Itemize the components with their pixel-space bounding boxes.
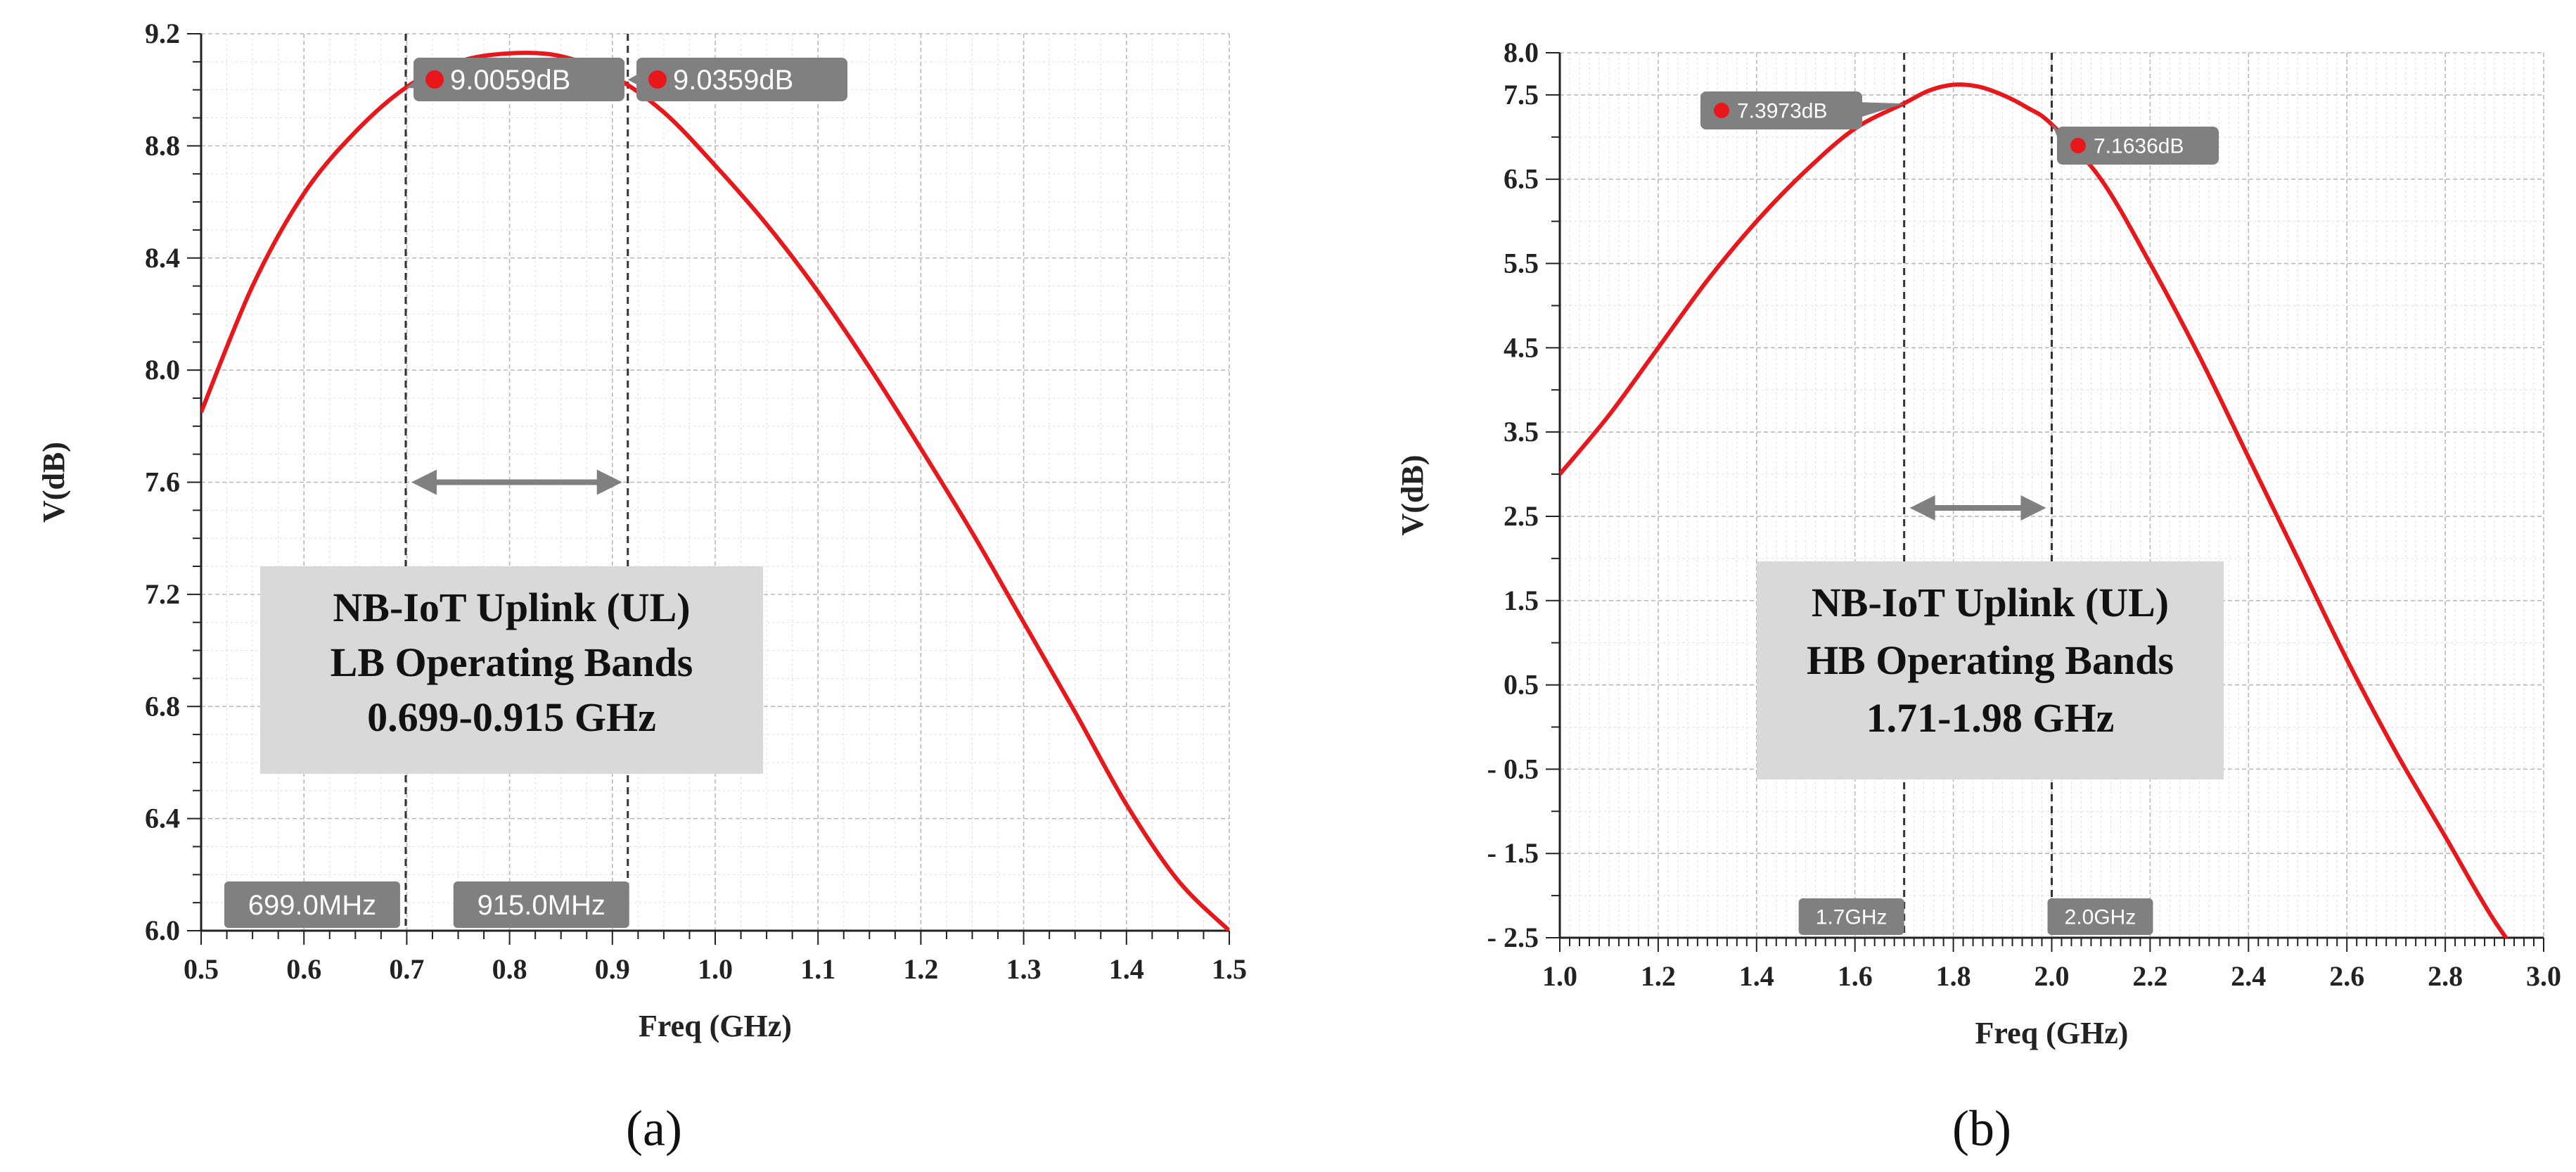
y-tick-label: - 2.5 bbox=[1487, 922, 1539, 953]
annotation-box-line: NB-IoT Uplink (UL) bbox=[333, 585, 690, 630]
x-tick-label: 1.0 bbox=[1542, 960, 1577, 992]
caption-a: (a) bbox=[626, 1100, 682, 1157]
x-tick-label: 2.8 bbox=[2428, 960, 2463, 992]
annotation-box-line: HB Operating Bands bbox=[1807, 637, 2174, 683]
marker-value: 9.0359dB bbox=[673, 65, 793, 96]
caption-b: (b) bbox=[1952, 1100, 2011, 1157]
y-tick-label: - 1.5 bbox=[1487, 837, 1539, 869]
band-edge-label: 2.0GHz bbox=[2065, 906, 2136, 929]
y-tick-label: 6.5 bbox=[1504, 163, 1539, 195]
x-tick-label: 1.8 bbox=[1936, 960, 1971, 992]
marker-value: 7.3973dB bbox=[1737, 100, 1827, 123]
y-tick-label: 4.5 bbox=[1504, 331, 1539, 363]
annotation-box-line: 1.71-1.98 GHz bbox=[1866, 695, 2115, 741]
marker-dot bbox=[648, 70, 667, 89]
x-tick-label: 0.6 bbox=[286, 953, 321, 985]
band-edge-label: 1.7GHz bbox=[1816, 906, 1888, 929]
annotation-box-line: NB-IoT Uplink (UL) bbox=[1812, 580, 2169, 625]
x-tick-label: 2.0 bbox=[2034, 960, 2070, 992]
gain-curve bbox=[201, 51, 1229, 931]
y-tick-label: 7.2 bbox=[145, 578, 180, 610]
x-tick-label: 2.2 bbox=[2132, 960, 2167, 992]
marker-badge bbox=[1700, 91, 1862, 129]
y-tick-label: 2.5 bbox=[1504, 500, 1539, 532]
band-edge-label-bg bbox=[224, 881, 400, 928]
band-edge-label-bg bbox=[453, 881, 629, 928]
y-tick-label: 8.0 bbox=[145, 354, 180, 386]
x-tick-label: 1.4 bbox=[1739, 960, 1774, 992]
marker-dot bbox=[2070, 138, 2086, 153]
y-tick-label: 8.8 bbox=[145, 129, 180, 161]
x-tick-label: 0.9 bbox=[595, 953, 630, 985]
marker-badge bbox=[2057, 127, 2219, 165]
arrow-head-right bbox=[596, 469, 622, 495]
x-tick-label: 1.0 bbox=[698, 953, 733, 985]
y-tick-label: 8.0 bbox=[1504, 37, 1539, 68]
x-tick-label: 1.2 bbox=[903, 953, 938, 985]
x-tick-label: 1.3 bbox=[1006, 953, 1042, 985]
gain-curve bbox=[1560, 82, 2509, 938]
x-tick-label: 2.4 bbox=[2231, 960, 2266, 992]
arrow-head-right bbox=[2020, 495, 2046, 521]
arrow-head-left bbox=[1909, 495, 1935, 521]
band-edge-label: 699.0MHz bbox=[248, 890, 376, 921]
marker-value: 7.1636dB bbox=[2094, 135, 2184, 158]
marker-dot bbox=[425, 70, 444, 89]
y-tick-label: 7.5 bbox=[1504, 79, 1539, 110]
x-tick-label: 0.5 bbox=[184, 953, 219, 985]
annotation-box bbox=[260, 566, 763, 774]
y-axis-title: V(dB) bbox=[1395, 455, 1430, 536]
y-tick-label: 9.2 bbox=[145, 18, 180, 49]
annotation-box bbox=[1757, 561, 2224, 779]
y-axis-title: V(dB) bbox=[37, 442, 71, 523]
x-axis-title: Freq (GHz) bbox=[639, 1009, 792, 1043]
y-tick-label: 3.5 bbox=[1504, 416, 1539, 447]
annotation-box-line: LB Operating Bands bbox=[331, 639, 693, 685]
y-tick-label: 6.0 bbox=[145, 915, 180, 946]
arrow-head-left bbox=[411, 469, 437, 495]
band-edge-label-bg bbox=[1798, 898, 1904, 935]
y-tick-label: 5.5 bbox=[1504, 248, 1539, 279]
marker-badge bbox=[414, 58, 624, 101]
y-tick-label: 6.4 bbox=[145, 803, 180, 834]
band-edge-label-bg bbox=[2047, 898, 2153, 935]
x-tick-label: 1.6 bbox=[1838, 960, 1873, 992]
marker-dot bbox=[1714, 103, 1729, 118]
y-tick-label: 7.6 bbox=[145, 466, 180, 498]
band-edge-label: 915.0MHz bbox=[478, 890, 605, 921]
marker-badge bbox=[636, 58, 847, 101]
x-tick-label: 3.0 bbox=[2526, 960, 2561, 992]
x-tick-label: 1.5 bbox=[1212, 953, 1247, 985]
y-tick-label: 6.8 bbox=[145, 690, 180, 722]
x-tick-label: 1.4 bbox=[1109, 953, 1144, 985]
x-tick-label: 2.6 bbox=[2329, 960, 2364, 992]
marker-pointer bbox=[1855, 102, 1904, 119]
y-tick-label: 0.5 bbox=[1504, 669, 1539, 701]
annotation-box-line: 0.699-0.915 GHz bbox=[367, 694, 656, 740]
y-tick-label: 8.4 bbox=[145, 242, 180, 274]
x-axis-title: Freq (GHz) bbox=[1975, 1016, 2129, 1050]
x-tick-label: 1.2 bbox=[1641, 960, 1676, 992]
panel-b: 1.0 1.2 1.4 1.6 1.8 2.0 2.2 2.4 2.6 2.8 3.0 8.0 7.5 6… bbox=[1395, 37, 2561, 1050]
y-tick-label: - 0.5 bbox=[1487, 753, 1539, 784]
marker-value: 9.0059dB bbox=[450, 65, 570, 96]
x-tick-label: 0.8 bbox=[492, 953, 527, 985]
x-tick-label: 0.7 bbox=[389, 953, 424, 985]
panel-a: 0.5 0.6 0.7 0.8 0.9 1.0 1.1 1.2 1.3 1.4 1.5 6.0 6.4 6… bbox=[37, 18, 1247, 1043]
y-tick-label: 1.5 bbox=[1504, 585, 1539, 616]
x-tick-label: 1.1 bbox=[800, 953, 835, 985]
